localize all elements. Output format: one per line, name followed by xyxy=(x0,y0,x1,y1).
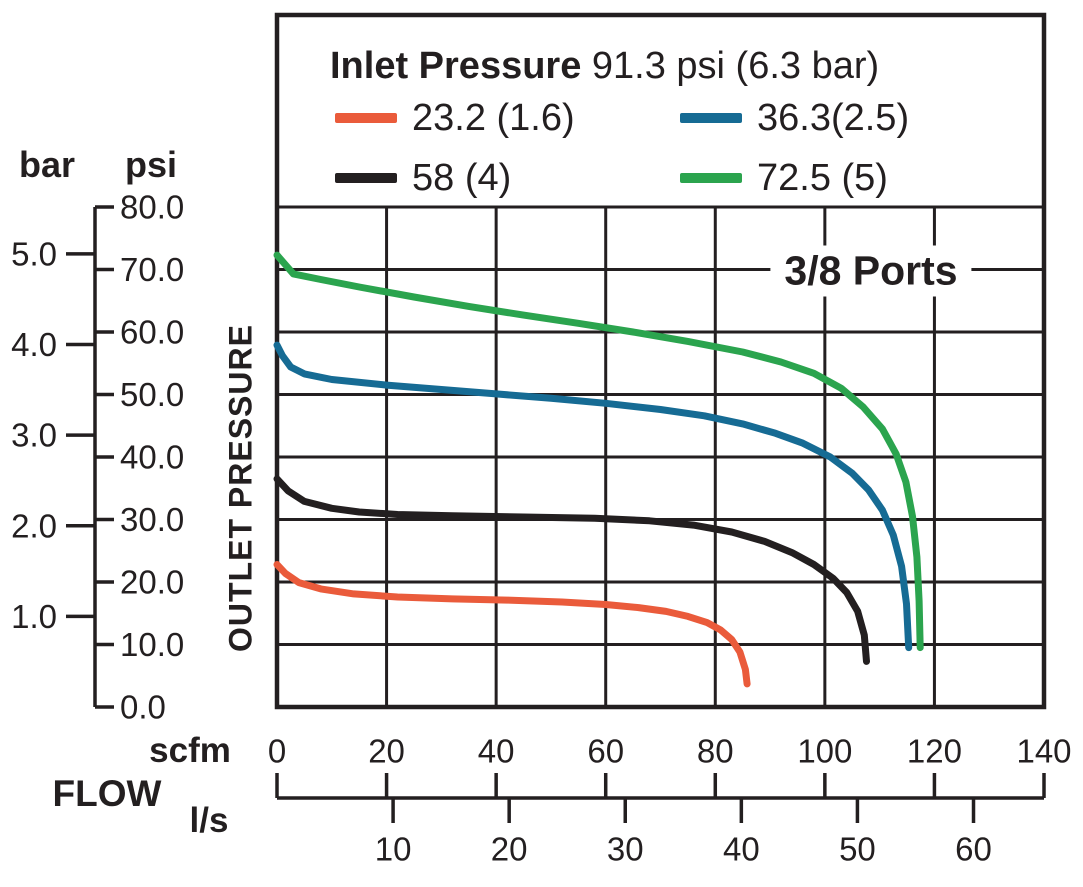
tick-label-psi-0.0: 0.0 xyxy=(120,689,166,726)
tick-label-scfm-80: 80 xyxy=(697,733,734,770)
tick-label-psi-50.0: 50.0 xyxy=(120,376,184,413)
tick-label-ls-30: 30 xyxy=(607,831,644,868)
tick-label-scfm-0: 0 xyxy=(268,733,286,770)
curve-36.3-2.5- xyxy=(273,341,913,652)
chart-title: Inlet Pressure 91.3 psi (6.3 bar) xyxy=(330,44,879,88)
legend-item-58: 58 (4) xyxy=(335,158,511,198)
legend-item-72-5: 72.5 (5) xyxy=(680,158,888,198)
tick-label-bar-3.0: 3.0 xyxy=(11,417,57,454)
legend-swatch-blue xyxy=(680,113,742,123)
y-axis-unit-bar: bar xyxy=(18,144,76,185)
tick-label-bar-5.0: 5.0 xyxy=(11,235,57,272)
chart-title-value: 91.3 psi (6.3 bar) xyxy=(591,45,880,87)
legend-swatch-green xyxy=(680,173,742,183)
legend-item-36-3: 36.3(2.5) xyxy=(680,98,909,138)
legend-label: 23.2 (1.6) xyxy=(412,97,575,139)
chart-title-bold: Inlet Pressure xyxy=(330,45,582,87)
tick-label-psi-60.0: 60.0 xyxy=(120,314,184,351)
tick-label-scfm-100: 100 xyxy=(797,733,852,770)
x-axis-unit-ls: l/s xyxy=(189,801,229,840)
tick-label-scfm-120: 120 xyxy=(907,733,962,770)
chart-frame xyxy=(274,12,1047,710)
tick-label-bar-4.0: 4.0 xyxy=(11,326,57,363)
legend-swatch-orange xyxy=(335,113,397,123)
tick-label-bar-2.0: 2.0 xyxy=(11,507,57,544)
curve-23.2-1.6- xyxy=(273,561,751,688)
legend-item-23-2: 23.2 (1.6) xyxy=(335,98,575,138)
tick-label-psi-40.0: 40.0 xyxy=(120,439,184,476)
curve-72.5-5- xyxy=(273,251,924,652)
legend-swatch-black xyxy=(335,173,397,183)
legend-label: 36.3(2.5) xyxy=(757,97,910,139)
ports-annotation: 3/8 Ports xyxy=(770,245,972,297)
tick-label-psi-70.0: 70.0 xyxy=(120,251,184,288)
legend-label: 72.5 (5) xyxy=(757,157,888,199)
x-axis-title: FLOW xyxy=(52,773,162,814)
y-axis-title: OUTLET PRESSURE xyxy=(222,324,259,652)
tick-label-bar-1.0: 1.0 xyxy=(11,598,57,635)
tick-label-psi-20.0: 20.0 xyxy=(120,564,184,601)
tick-label-ls-50: 50 xyxy=(839,831,876,868)
legend-label: 58 (4) xyxy=(412,157,512,199)
tick-label-scfm-20: 20 xyxy=(368,733,405,770)
tick-label-scfm-140: 140 xyxy=(1016,733,1071,770)
tick-label-ls-60: 60 xyxy=(955,831,992,868)
tick-label-scfm-40: 40 xyxy=(478,733,515,770)
tick-label-psi-10.0: 10.0 xyxy=(120,626,184,663)
y-axis-unit-psi: psi xyxy=(124,144,178,185)
tick-label-scfm-60: 60 xyxy=(587,733,624,770)
tick-label-psi-80.0: 80.0 xyxy=(120,189,184,226)
tick-label-ls-20: 20 xyxy=(491,831,528,868)
tick-label-psi-30.0: 30.0 xyxy=(120,501,184,538)
tick-label-ls-40: 40 xyxy=(723,831,760,868)
curve-58-4- xyxy=(273,475,870,665)
x-axis-unit-scfm: scfm xyxy=(149,731,231,770)
tick-label-ls-10: 10 xyxy=(375,831,412,868)
